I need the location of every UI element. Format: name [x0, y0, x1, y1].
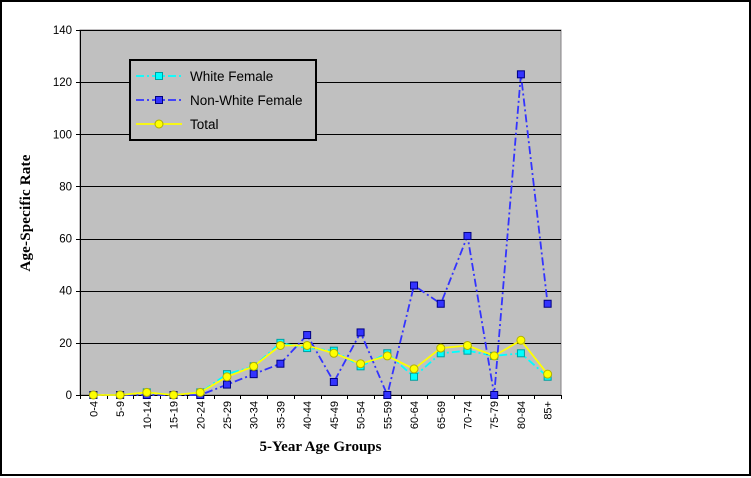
y-axis-title: Age-Specific Rate	[18, 154, 34, 272]
non-white-female-marker	[463, 231, 472, 240]
total-marker	[409, 364, 419, 374]
x-tick-label: 60-64	[409, 401, 421, 429]
x-tick-label: 0-4	[88, 401, 100, 417]
total-marker	[142, 387, 152, 397]
legend-label: Non-White Female	[190, 92, 303, 108]
x-tick-label: 65-69	[436, 401, 448, 429]
total-marker	[329, 348, 339, 358]
total-marker	[462, 340, 472, 350]
x-tick-label: 80-84	[516, 401, 528, 429]
legend-entry-total: Total	[136, 112, 310, 136]
legend-marker	[155, 72, 163, 80]
non-white-female-marker	[303, 331, 312, 340]
total-marker	[302, 340, 312, 350]
x-axis-title: 5-Year Age Groups	[259, 439, 382, 455]
total-marker	[275, 340, 285, 350]
total-marker	[436, 343, 446, 353]
white-female-marker	[410, 372, 419, 381]
x-tick-label: 15-19	[169, 401, 181, 429]
non-white-female-marker	[543, 299, 552, 308]
total-marker	[115, 390, 125, 400]
total-marker	[543, 369, 553, 379]
x-tick-label: 20-24	[195, 401, 207, 429]
x-tick-label: 55-59	[382, 401, 394, 429]
y-tick-label: 80	[59, 181, 72, 193]
x-tick-label: 70-74	[462, 401, 474, 429]
total-marker	[516, 335, 526, 345]
total-marker	[169, 390, 179, 400]
legend-marker	[154, 119, 164, 129]
non-white-female-marker	[410, 281, 419, 290]
legend-label: White Female	[190, 68, 274, 84]
x-tick-label: 75-79	[489, 401, 501, 429]
y-tick-label: 0	[66, 390, 72, 402]
total-marker	[222, 372, 232, 382]
chart-legend: White Female Non-White Female Total	[129, 59, 317, 141]
y-tick-label: 140	[53, 25, 72, 37]
x-tick-label: 25-29	[222, 401, 234, 429]
legend-label: Total	[190, 116, 219, 132]
non-white-female-marker	[276, 359, 285, 368]
total-marker	[88, 390, 98, 400]
total-swatch-icon	[136, 119, 182, 129]
white-female-marker	[516, 349, 525, 358]
non-white-female-marker	[516, 70, 525, 79]
non-white-female-marker	[249, 370, 258, 379]
x-tick-label: 40-44	[302, 401, 314, 429]
legend-marker	[155, 96, 163, 104]
y-tick-label: 60	[59, 234, 72, 246]
total-marker	[356, 359, 366, 369]
non-white-female-marker	[329, 377, 338, 386]
non-white-female-marker	[490, 391, 499, 399]
non-white-female-marker	[356, 328, 365, 337]
total-marker	[249, 361, 259, 371]
x-tick-label: 50-54	[356, 401, 368, 429]
non-white-female-marker	[222, 380, 231, 389]
x-tick-label: 5-9	[115, 401, 127, 417]
x-tick-label: 30-34	[249, 401, 261, 429]
x-tick-label: 45-49	[329, 401, 341, 429]
legend-entry-white-female: White Female	[136, 64, 310, 88]
y-tick-label: 100	[53, 129, 72, 141]
non-white-female-marker	[436, 299, 445, 308]
x-tick-label: 85+	[543, 401, 555, 420]
series-total	[88, 335, 553, 400]
y-tick-label: 20	[59, 338, 72, 350]
total-marker	[195, 387, 205, 397]
non-white-female-marker	[383, 391, 392, 399]
total-marker	[382, 351, 392, 361]
x-tick-label: 10-14	[142, 401, 154, 429]
legend-entry-non-white-female: Non-White Female	[136, 88, 310, 112]
y-tick-label: 120	[53, 77, 72, 89]
x-tick-label: 35-39	[275, 401, 287, 429]
total-marker	[489, 351, 499, 361]
non-white-female-swatch-icon	[136, 96, 182, 104]
y-tick-label: 40	[59, 286, 72, 298]
white-female-swatch-icon	[136, 72, 182, 80]
